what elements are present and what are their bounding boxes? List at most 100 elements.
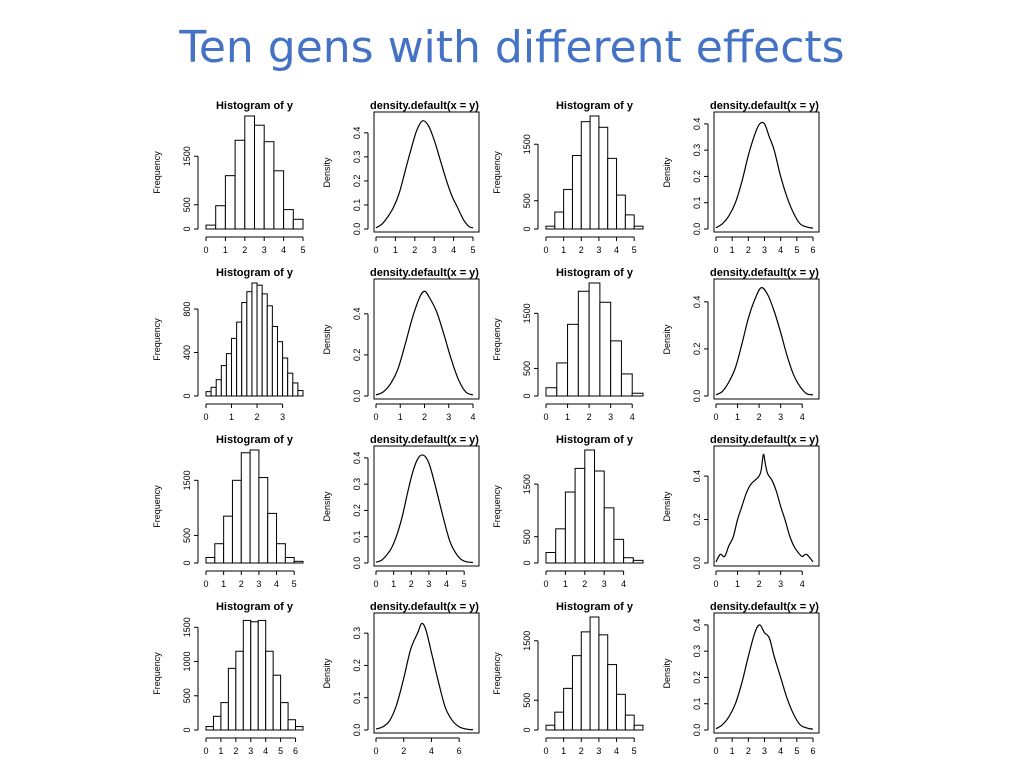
- y-tick-label: 500: [522, 361, 532, 376]
- x-tick-label: 3: [778, 412, 783, 422]
- x-tick-label: 0: [203, 746, 208, 756]
- x-tick-label: 2: [582, 579, 587, 589]
- chart-svg: Histogram of y Frequency 0 500 1500 0 1 2 3 4: [492, 434, 644, 589]
- x-tick-label: 0: [543, 245, 548, 255]
- chart-title: Histogram of y: [216, 434, 294, 446]
- histogram-bar: [231, 479, 242, 564]
- chart-svg: density.default(x = y) Density 0.0 0.1 0.2 0.…: [662, 601, 820, 756]
- chart-title: Histogram of y: [556, 434, 634, 446]
- x-tick-label: 0: [713, 746, 718, 756]
- histogram-bar: [215, 205, 226, 230]
- histogram-bar: [223, 515, 233, 564]
- y-axis-label: Density: [322, 324, 332, 355]
- histogram-bar: [545, 225, 556, 230]
- y-tick-label: 0.1: [352, 691, 362, 704]
- histogram-bar: [246, 291, 253, 397]
- x-tick-label: 2: [233, 746, 238, 756]
- x-tick-label: 0: [713, 245, 718, 255]
- histogram-bar: [224, 175, 236, 230]
- x-tick-label: 0: [203, 412, 208, 422]
- y-tick-label: 0.2: [352, 175, 362, 188]
- density-curve: [375, 290, 474, 396]
- plot-frame: [373, 612, 480, 734]
- y-tick-label: 1500: [182, 470, 192, 490]
- y-tick-label: 0.3: [352, 151, 362, 164]
- chart-svg: Histogram of y Frequency 0 500 1500 0 1 2 3 4 5: [152, 434, 304, 589]
- x-tick-label: 6: [293, 746, 298, 756]
- chart-panel: density.default(x = y) Density 0.0 0.1 0.2 0.…: [658, 597, 828, 764]
- histogram-bar: [610, 340, 622, 397]
- plot-frame: [713, 445, 820, 567]
- histogram-bar: [284, 556, 295, 564]
- x-tick-label: 4: [614, 746, 619, 756]
- histogram-bar: [589, 115, 600, 230]
- histogram-bar: [240, 452, 251, 564]
- y-tick-label: 0: [182, 226, 192, 231]
- histogram-bar: [231, 337, 238, 397]
- x-tick-label: 3: [248, 746, 253, 756]
- density-curve: [715, 287, 814, 396]
- y-tick-label: 0.0: [692, 724, 702, 737]
- plot-frame: [373, 278, 480, 400]
- chart-title: density.default(x = y): [370, 434, 479, 446]
- histogram-bar: [265, 650, 274, 731]
- y-tick-label: 0.2: [352, 504, 362, 517]
- x-tick-label: 2: [401, 746, 406, 756]
- y-tick-label: 0.3: [692, 645, 702, 658]
- histogram-bar: [556, 362, 569, 397]
- density-curve: [375, 454, 474, 564]
- x-tick-label: 0: [373, 245, 378, 255]
- y-tick-label: 0.0: [692, 223, 702, 236]
- x-tick-label: 0: [713, 579, 718, 589]
- histogram-bar: [580, 121, 591, 230]
- x-tick-label: 2: [746, 746, 751, 756]
- histogram-bar: [292, 382, 299, 397]
- histogram-bar: [241, 302, 248, 397]
- histogram-bar: [235, 650, 244, 731]
- y-axis-label: Density: [662, 658, 672, 689]
- chart-panel: Histogram of y Frequency 0 500 1000 1500 0 1 2 3 4…: [148, 597, 318, 764]
- histogram-bar: [205, 726, 214, 731]
- y-tick-label: 1000: [182, 651, 192, 671]
- y-tick-label: 0.2: [692, 671, 702, 684]
- x-tick-label: 1: [218, 746, 223, 756]
- histogram-bar: [584, 449, 596, 564]
- x-tick-label: 3: [256, 579, 261, 589]
- y-axis-label: Frequency: [492, 485, 502, 528]
- x-tick-label: 4: [800, 579, 805, 589]
- y-axis-label: Frequency: [152, 485, 162, 528]
- histogram-bar: [249, 449, 260, 564]
- histogram-bar: [607, 664, 618, 731]
- chart-svg: density.default(x = y) Density 0.0 0.2 0.4 0 1…: [662, 434, 820, 589]
- slide-title: Ten gens with different effects: [179, 22, 845, 73]
- y-tick-label: 400: [182, 345, 192, 360]
- histogram-bar: [624, 214, 635, 230]
- histogram-bar: [574, 467, 586, 564]
- y-tick-label: 0.3: [692, 144, 702, 157]
- histogram-bar: [210, 386, 217, 397]
- chart-panel: density.default(x = y) Density 0.0 0.1 0.2 0.…: [658, 96, 828, 263]
- x-tick-label: 4: [800, 412, 805, 422]
- histogram-bar: [620, 373, 633, 397]
- x-tick-label: 3: [762, 245, 767, 255]
- chart-title: density.default(x = y): [370, 267, 479, 279]
- x-tick-label: 2: [255, 412, 260, 422]
- chart-title: Histogram of y: [556, 267, 634, 279]
- x-tick-label: 1: [730, 245, 735, 255]
- histogram-bar: [257, 619, 267, 731]
- histogram-bar: [588, 282, 601, 397]
- histogram-bar: [214, 543, 225, 564]
- x-tick-label: 5: [470, 245, 475, 255]
- chart-svg: Histogram of y Frequency 0 400 800 0 1 2 3: [152, 267, 304, 422]
- histogram-bar: [633, 724, 644, 731]
- x-tick-label: 3: [426, 579, 431, 589]
- x-tick-label: 4: [614, 245, 619, 255]
- histogram-bar: [295, 726, 304, 731]
- histogram-bar: [545, 387, 558, 397]
- plot-frame: [373, 445, 480, 567]
- histogram-bar: [220, 702, 229, 731]
- y-tick-label: 0: [182, 393, 192, 398]
- y-tick-label: 1500: [522, 474, 532, 494]
- y-axis-label: Density: [662, 324, 672, 355]
- chart-panel: density.default(x = y) Density 0.0 0.1 0.2 0.…: [318, 96, 488, 263]
